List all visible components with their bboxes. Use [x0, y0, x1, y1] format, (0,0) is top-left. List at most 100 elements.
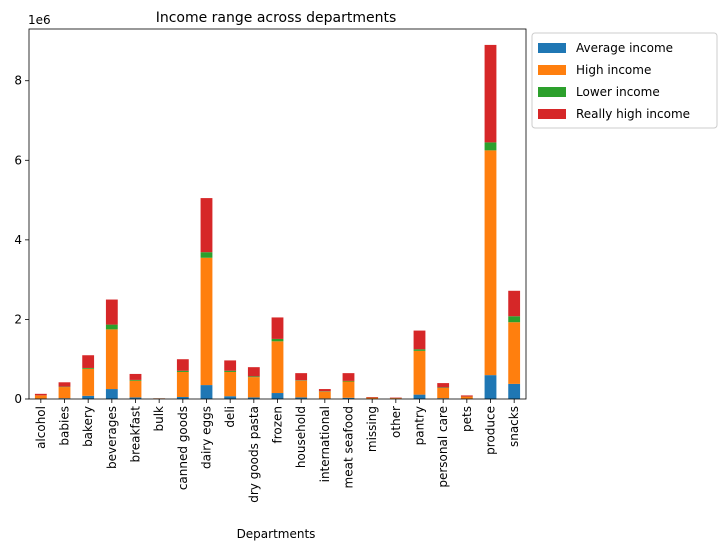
x-tick-label: dry goods pasta [247, 406, 261, 503]
bar-frozen-really-high-income [271, 317, 284, 339]
bar-bakery-average-income [82, 395, 95, 399]
x-tick-label: beverages [105, 406, 119, 469]
y-tick-label: 0 [14, 392, 22, 406]
bar-produce-lower-income [484, 142, 497, 151]
bar-meat-seafood-really-high-income [342, 373, 355, 381]
bar-breakfast-average-income [129, 397, 142, 399]
bar-deli-lower-income [224, 370, 237, 372]
bar-canned-goods-average-income [176, 397, 189, 399]
bar-international-high-income [318, 391, 331, 399]
bar-breakfast-high-income [129, 380, 142, 398]
bar-personal-care-really-high-income [437, 383, 450, 388]
bar-babies-high-income [58, 387, 71, 399]
legend-swatch [538, 87, 566, 97]
bar-household-really-high-income [295, 373, 308, 381]
bar-pets-high-income [460, 396, 473, 399]
legend-label: High income [576, 63, 651, 77]
y-axis: 0 2 4 6 8 [14, 74, 29, 406]
bar-breakfast-really-high-income [129, 373, 142, 380]
bar-missing-high-income [366, 397, 379, 399]
x-tick-label: meat seafood [342, 406, 356, 488]
x-tick-label: breakfast [129, 406, 143, 463]
y-tick-label: 8 [14, 74, 22, 88]
y-tick-label: 4 [14, 233, 22, 247]
bar-deli-high-income [224, 371, 237, 397]
bar-beverages-really-high-income [105, 299, 118, 325]
bar-dairy-eggs-average-income [200, 385, 213, 399]
x-tick-label: bulk [152, 406, 166, 432]
bar-pets-really-high-income [460, 395, 473, 397]
bar-household-average-income [295, 397, 308, 399]
bar-dry-goods-pasta-high-income [247, 377, 260, 398]
bar-dry-goods-pasta-average-income [247, 397, 260, 399]
bar-snacks-really-high-income [508, 290, 521, 317]
bars-layer [34, 44, 521, 399]
legend-label: Lower income [576, 85, 660, 99]
bar-alcohol-really-high-income [34, 393, 47, 396]
bar-dairy-eggs-really-high-income [200, 198, 213, 253]
bar-produce-high-income [484, 150, 497, 376]
bar-meat-seafood-lower-income [342, 380, 355, 382]
bar-pantry-high-income [413, 350, 426, 395]
bar-beverages-average-income [105, 389, 118, 399]
bar-bakery-high-income [82, 368, 95, 396]
bar-canned-goods-high-income [176, 371, 189, 398]
x-tick-label: snacks [507, 406, 521, 447]
bar-beverages-lower-income [105, 324, 118, 330]
bar-pantry-really-high-income [413, 330, 426, 350]
chart-title: Income range across departments [156, 10, 397, 26]
x-tick-label: frozen [271, 406, 285, 444]
bar-snacks-lower-income [508, 316, 521, 323]
bar-snacks-high-income [508, 322, 521, 384]
legend-box [531, 32, 718, 129]
bar-other-high-income [389, 398, 402, 399]
bar-produce-really-high-income [484, 44, 497, 143]
y-tick-label: 6 [14, 153, 22, 167]
x-tick-label: canned goods [176, 406, 190, 490]
x-tick-label: pantry [413, 406, 427, 445]
x-tick-label: pets [460, 406, 474, 432]
bar-dry-goods-pasta-lower-income [247, 376, 260, 378]
x-tick-label: household [294, 406, 308, 468]
x-tick-label: personal care [436, 406, 450, 488]
bar-dairy-eggs-lower-income [200, 252, 213, 258]
y-offset-label: 1e6 [28, 13, 51, 27]
legend-swatch [538, 65, 566, 75]
legend-label: Average income [576, 41, 673, 55]
bar-breakfast-lower-income [129, 379, 142, 381]
x-tick-label: other [389, 406, 403, 438]
x-tick-label: missing [365, 406, 379, 452]
bar-snacks-average-income [508, 383, 521, 399]
bar-household-high-income [295, 380, 308, 398]
bar-frozen-average-income [271, 393, 284, 399]
y-tick-label: 2 [14, 312, 22, 326]
bar-deli-average-income [224, 396, 237, 399]
x-tick-label: international [318, 406, 332, 482]
bar-beverages-high-income [105, 329, 118, 390]
bar-frozen-lower-income [271, 338, 284, 342]
x-tick-label: alcohol [34, 406, 48, 449]
bar-personal-care-high-income [437, 387, 450, 399]
x-tick-label: bakery [81, 406, 95, 447]
bar-dairy-eggs-high-income [200, 257, 213, 386]
bar-canned-goods-really-high-income [176, 359, 189, 371]
bar-babies-really-high-income [58, 382, 71, 387]
plot-frame [28, 28, 527, 400]
bar-pantry-lower-income [413, 349, 426, 351]
x-tick-label: deli [223, 406, 237, 428]
bar-international-really-high-income [318, 389, 331, 392]
bar-deli-really-high-income [224, 360, 237, 371]
bar-meat-seafood-high-income [342, 381, 355, 398]
bar-dry-goods-pasta-really-high-income [247, 367, 260, 377]
bar-produce-average-income [484, 375, 497, 399]
bar-alcohol-high-income [34, 395, 47, 399]
bar-canned-goods-lower-income [176, 370, 189, 372]
bar-missing-really-high-income [366, 397, 379, 398]
x-tick-label: produce [484, 406, 498, 455]
bar-meat-seafood-average-income [342, 397, 355, 399]
x-axis-title: Departments [237, 527, 316, 541]
bar-pantry-average-income [413, 394, 426, 399]
bar-frozen-high-income [271, 341, 284, 394]
x-axis: alcohol babies bakery beverages breakfast bul… [34, 399, 521, 503]
